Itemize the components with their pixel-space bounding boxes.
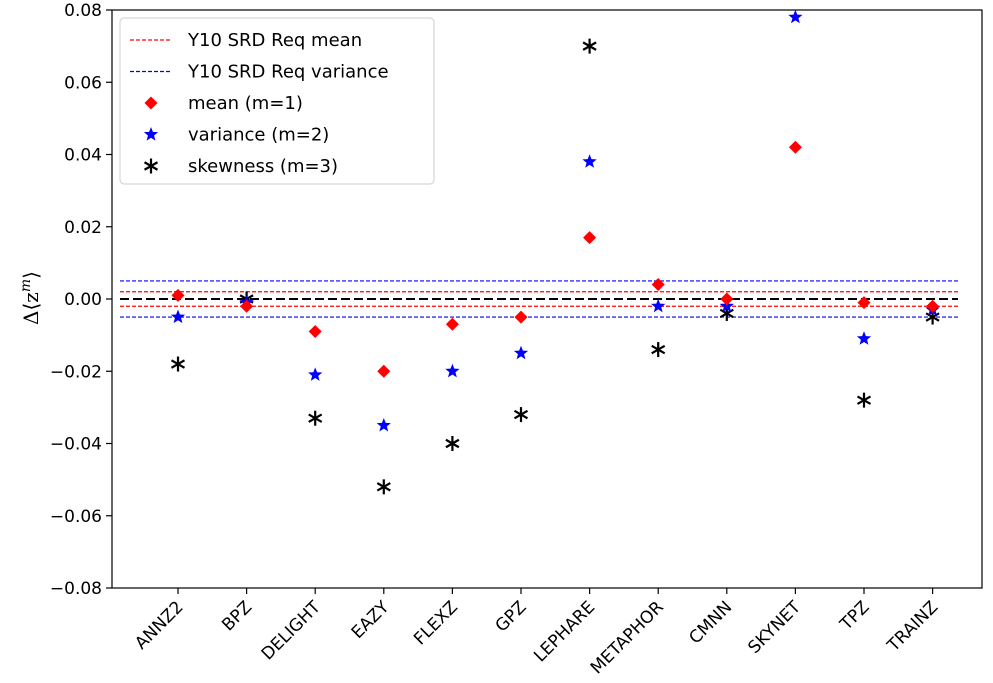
marker-star-cmnn [719,298,734,313]
legend-entry-2-swatch [144,96,158,110]
legend-entry-1-label: Y10 SRD Req variance [187,62,389,83]
marker-diamond-cmnn [720,292,734,306]
marker-star-lephare [582,154,597,168]
marker-diamond-skynet [788,140,802,154]
y-tick-label: 0.06 [64,73,102,93]
x-tick-label-trainz: TRAINZ [883,597,942,656]
legend-entry-4-label: skewness (m=3) [188,156,338,177]
marker-diamond-metaphor [651,278,665,292]
x-tick-label-bpz: BPZ [218,597,256,635]
marker-asterisk-eazy [376,479,391,495]
marker-asterisk-metaphor [651,342,666,358]
y-tick-label: 0.04 [64,146,102,166]
legend-entry-3-swatch [143,127,159,141]
x-tick-label-annz2: ANNZ2 [131,597,187,653]
y-tick-label: 0.00 [64,290,102,310]
marker-star-annz2 [170,309,186,324]
marker-asterisk-delight [308,410,323,426]
reference-lines [120,280,958,318]
y-tick-label: 0.08 [64,1,102,21]
x-tick-label-lephare: LEPHARE [530,597,599,666]
marker-star-tpz [856,331,872,345]
x-tick-label-skynet: SKYNET [744,597,805,658]
x-tick-label-delight: DELIGHT [258,597,325,664]
legend: Y10 SRD Req mean Y10 SRD Req variance mean… [119,17,435,185]
x-tick-label-cmnn: CMNN [685,597,736,648]
marker-diamond-delight [308,325,322,339]
marker-star-skynet [788,9,803,24]
x-tick-label-metaphor: METAPHOR [587,597,668,678]
y-tick-label: −0.02 [50,362,102,382]
legend-entry-4-swatch [143,158,159,174]
x-tick-label-tpz: TPZ [836,597,874,635]
x-axis: ANNZ2 BPZ DELIGHT EAZY FLEXZ GPZ LEPHAREMETAPH… [131,588,942,678]
marker-star-flexz [445,363,460,378]
marker-diamond-eazy [377,364,391,378]
marker-star-eazy [376,417,391,432]
y-axis-title: Δ⟨zm⟩ [18,271,43,325]
x-tick-label-gpz: GPZ [492,597,531,636]
y-tick-label: −0.08 [50,579,102,599]
legend-entry-3-label: variance (m=2) [188,125,329,146]
y-tick-label: 0.02 [64,218,102,238]
y-tick-label: −0.06 [50,507,102,527]
marker-star-metaphor [651,298,666,313]
y-axis-label: Δ⟨zm⟩ [18,271,43,325]
x-tick-label-flexz: FLEXZ [410,597,462,649]
legend-entry-2-label: mean (m=1) [188,93,303,114]
marker-diamond-annz2 [171,288,185,302]
legend-box [119,17,435,185]
marker-star-delight [308,367,323,381]
data-points [170,9,940,495]
y-tick-label: −0.04 [50,435,102,455]
y-axis: −0.08 −0.06 −0.04 −0.02 0.00 0.02 0.04 0.06 0.08 [50,1,112,599]
legend-entry-0-label: Y10 SRD Req mean [187,30,362,51]
marker-diamond-bpz [240,299,254,313]
marker-asterisk-flexz [445,436,460,451]
marker-diamond-tpz [857,296,871,310]
marker-star-gpz [513,345,529,360]
marker-asterisk-gpz [513,407,529,423]
marker-diamond-lephare [583,231,597,245]
marker-asterisk-lephare [582,38,597,54]
x-tick-label-eazy: EAZY [348,597,394,643]
marker-asterisk-annz2 [170,356,186,372]
marker-diamond-flexz [445,317,459,331]
marker-diamond-trainz [926,299,940,313]
marker-diamond-gpz [514,310,528,324]
marker-asterisk-tpz [856,392,872,408]
